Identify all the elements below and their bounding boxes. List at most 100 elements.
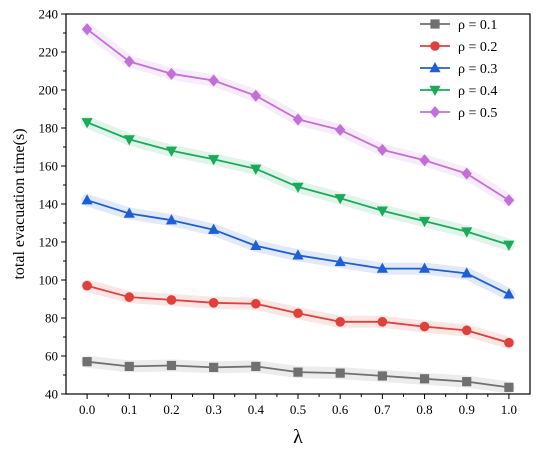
x-tick-label: 0.0: [79, 402, 95, 417]
data-point: [81, 23, 93, 36]
legend-label: ρ = 0.1: [458, 18, 497, 33]
series-4: [81, 118, 515, 251]
data-point: [251, 298, 261, 309]
x-tick-label: 1.0: [501, 402, 517, 417]
data-point: [418, 216, 431, 228]
y-tick-label: 220: [39, 45, 59, 60]
series-group: [81, 23, 515, 392]
legend-marker: [430, 19, 440, 29]
x-tick-label: 0.8: [416, 402, 432, 417]
x-tick-label: 0.3: [206, 402, 222, 417]
data-point: [335, 317, 345, 327]
y-tick-label: 40: [45, 387, 58, 402]
data-point: [81, 194, 93, 205]
y-tick-label: 160: [39, 159, 59, 174]
data-point: [292, 249, 304, 260]
data-point: [82, 280, 92, 291]
data-point: [418, 262, 431, 273]
y-tick-label: 240: [39, 7, 59, 22]
legend-item: ρ = 0.3: [420, 62, 497, 77]
legend-marker: [430, 41, 440, 51]
data-point: [208, 223, 220, 234]
data-point: [124, 292, 135, 302]
data-point: [419, 154, 430, 167]
series-1: [82, 357, 514, 392]
data-point: [461, 267, 473, 278]
legend-marker: [429, 106, 441, 118]
y-tick-label: 100: [39, 273, 59, 288]
legend: ρ = 0.1 ρ = 0.2 ρ = 0.3 ρ = 0.4 ρ = 0.5: [420, 18, 497, 121]
data-point: [124, 55, 135, 68]
series-3: [81, 194, 515, 299]
y-axis: 40 60 80 100 120 140 160 180 200 220 240: [39, 7, 66, 402]
data-point: [292, 182, 304, 193]
y-tick-label: 60: [45, 349, 58, 364]
data-point: [503, 194, 515, 207]
x-tick-label: 0.4: [248, 402, 265, 417]
data-point: [504, 337, 514, 348]
x-tick-label: 0.7: [374, 402, 391, 417]
y-tick-label: 200: [39, 83, 59, 98]
data-point: [166, 67, 177, 80]
data-point: [461, 325, 472, 336]
x-tick-label: 0.2: [163, 402, 179, 417]
data-point: [250, 89, 262, 102]
data-point: [208, 155, 220, 166]
data-point: [208, 298, 219, 308]
series-2: [82, 280, 514, 348]
series-shadow-bands: [81, 23, 515, 394]
data-point: [335, 368, 345, 378]
x-tick-label: 0.5: [290, 402, 306, 417]
legend-item: ρ = 0.4: [420, 84, 497, 99]
legend-label: ρ = 0.3: [458, 62, 497, 77]
y-tick-label: 80: [45, 311, 58, 326]
data-point: [377, 143, 388, 156]
data-point: [293, 367, 303, 377]
data-point: [377, 317, 388, 327]
data-point: [124, 361, 134, 372]
data-point: [376, 262, 388, 273]
legend-marker: [429, 85, 441, 96]
data-point: [250, 239, 262, 250]
data-point: [82, 357, 92, 367]
data-point: [251, 361, 261, 372]
y-tick-label: 120: [39, 235, 59, 250]
data-point: [123, 135, 135, 146]
legend-label: ρ = 0.5: [458, 106, 497, 121]
y-tick-label: 140: [39, 197, 59, 212]
x-tick-label: 0.9: [459, 402, 475, 417]
data-point: [166, 295, 177, 305]
y-axis-title: total evacuation time(s): [11, 128, 28, 279]
data-point: [503, 288, 515, 299]
series-band: [81, 194, 515, 301]
data-point: [503, 240, 515, 251]
data-point: [293, 308, 303, 319]
legend-item: ρ = 0.2: [420, 40, 497, 55]
x-tick-label: 0.1: [121, 402, 137, 417]
data-point: [377, 371, 387, 381]
data-point: [250, 164, 262, 175]
data-point: [292, 113, 304, 126]
data-point: [165, 214, 178, 225]
data-point: [419, 374, 430, 384]
legend-label: ρ = 0.2: [458, 40, 497, 55]
series-5: [81, 23, 515, 207]
data-point: [462, 377, 472, 387]
legend-marker: [429, 62, 441, 73]
x-axis-title: λ: [293, 426, 303, 448]
data-point: [165, 146, 178, 157]
legend-label: ρ = 0.4: [458, 84, 497, 99]
data-point: [334, 194, 346, 205]
legend-item: ρ = 0.1: [420, 18, 497, 33]
data-point: [461, 227, 473, 238]
data-point: [209, 362, 219, 372]
data-point: [504, 382, 514, 392]
data-point: [208, 74, 219, 87]
x-axis: 0.0 0.1 0.2 0.3 0.4 0.5 0.6 0.7 0.8 0.9 1.0: [79, 394, 517, 417]
data-point: [334, 123, 346, 136]
data-point: [334, 255, 346, 267]
data-point: [376, 206, 388, 217]
x-tick-label: 0.6: [332, 402, 349, 417]
data-point: [123, 207, 135, 218]
